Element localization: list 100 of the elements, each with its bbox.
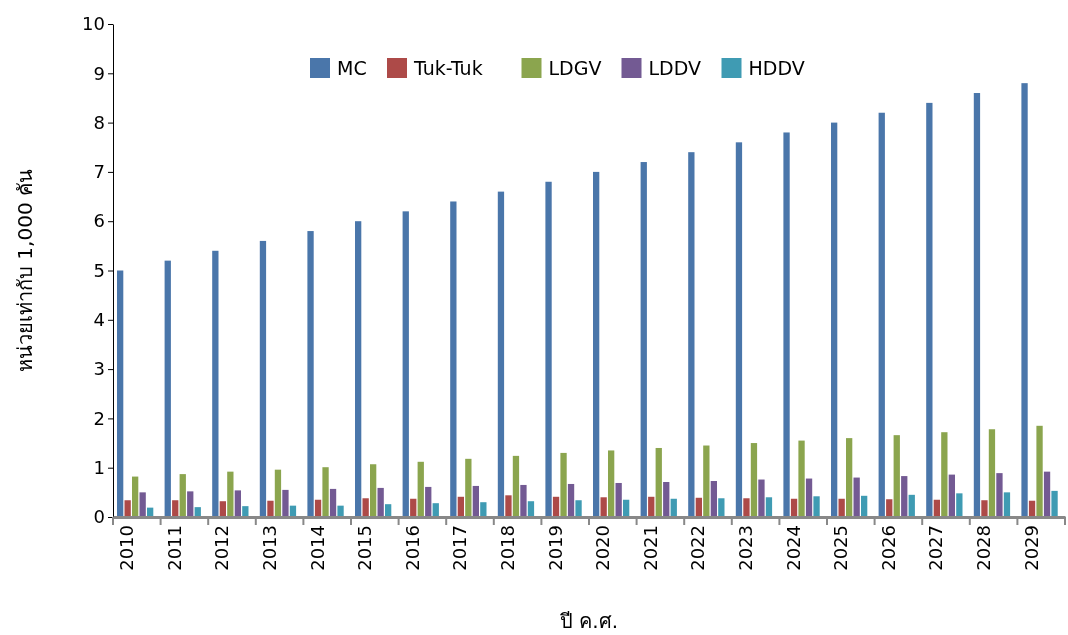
bar <box>813 496 820 517</box>
bar <box>600 497 607 517</box>
bar <box>164 260 171 517</box>
y-tick-label: 7 <box>93 161 105 183</box>
bar <box>783 132 790 517</box>
bar <box>718 498 725 517</box>
bar <box>370 464 377 517</box>
bar <box>267 500 274 517</box>
bar <box>805 478 813 517</box>
bar <box>274 469 282 517</box>
bar <box>886 499 893 517</box>
bar <box>212 250 219 517</box>
bar <box>234 490 241 517</box>
bar <box>593 171 600 517</box>
bar <box>124 500 131 517</box>
y-tick-label: 5 <box>93 259 105 281</box>
bar <box>219 501 226 517</box>
bar <box>1003 492 1011 517</box>
legend-label: LDDV <box>648 57 702 79</box>
x-tick-label: 2010 <box>116 525 138 571</box>
bar <box>417 461 424 517</box>
bar <box>861 495 868 517</box>
x-tick-label: 2017 <box>449 525 471 571</box>
bar <box>132 476 139 517</box>
x-tick-label: 2015 <box>354 525 376 571</box>
x-tick-label: 2012 <box>211 525 233 571</box>
bar <box>139 492 146 517</box>
bar <box>901 476 908 517</box>
bar <box>893 435 900 517</box>
bar <box>402 211 409 517</box>
bar <box>688 152 695 517</box>
bar <box>996 473 1003 517</box>
y-tick-label: 3 <box>93 358 105 380</box>
bar <box>560 452 567 517</box>
bar <box>512 455 520 517</box>
y-tick-label: 9 <box>93 62 105 84</box>
bar <box>307 231 314 517</box>
bar <box>575 500 582 517</box>
bar <box>846 438 853 517</box>
bar <box>187 491 194 517</box>
x-tick-label: 2026 <box>877 525 899 571</box>
x-tick-label: 2025 <box>830 525 852 571</box>
bar <box>337 505 344 517</box>
bar <box>117 270 124 517</box>
bar <box>172 500 179 517</box>
x-tick-label: 2021 <box>639 525 661 571</box>
y-tick-label: 6 <box>93 210 105 232</box>
x-tick-label: 2022 <box>687 525 709 571</box>
bar <box>450 201 457 517</box>
bar <box>259 240 267 517</box>
bar <box>926 102 933 517</box>
bar <box>362 498 369 517</box>
x-tick-label: 2019 <box>544 525 566 571</box>
y-tick-label: 1 <box>93 456 105 478</box>
bar <box>552 496 560 517</box>
bar <box>948 474 955 517</box>
bar <box>329 488 337 517</box>
bar <box>798 440 805 517</box>
x-tick-label: 2013 <box>259 525 280 571</box>
x-axis-title: ปี ค.ศ. <box>559 609 619 633</box>
bar <box>242 506 249 517</box>
x-tick-label: 2018 <box>497 525 518 571</box>
x-tick-label: 2014 <box>306 525 328 571</box>
bar <box>663 482 670 517</box>
bar <box>831 122 838 517</box>
legend-label: LDGV <box>548 57 602 79</box>
bar <box>750 443 758 517</box>
legend-label: MC <box>337 57 367 79</box>
bar <box>465 458 472 517</box>
bar <box>179 474 186 517</box>
bar <box>655 447 662 517</box>
bar <box>480 502 487 517</box>
bar <box>648 496 655 517</box>
bar <box>710 481 717 517</box>
bar <box>527 501 535 517</box>
x-tick-label: 2011 <box>163 525 185 571</box>
bar <box>981 500 988 517</box>
bar <box>640 162 647 517</box>
legend-label: HDDV <box>748 57 805 79</box>
bar <box>1043 471 1051 517</box>
y-tick-label: 4 <box>93 309 105 331</box>
bar <box>457 496 464 517</box>
bar <box>545 181 552 517</box>
bar <box>608 450 615 517</box>
bar <box>520 484 527 517</box>
bar <box>941 432 948 517</box>
bar <box>988 429 996 517</box>
bar <box>735 142 743 517</box>
x-tick-label: 2029 <box>1020 525 1042 571</box>
bar <box>227 471 234 517</box>
bar <box>1036 425 1043 517</box>
bar <box>973 93 981 517</box>
y-tick-label: 2 <box>93 407 105 429</box>
bar <box>425 486 432 517</box>
bar <box>472 485 479 517</box>
x-tick-label: 2016 <box>401 525 423 571</box>
bar <box>282 489 289 517</box>
x-tick-label: 2024 <box>782 525 804 571</box>
bar <box>505 495 512 517</box>
y-tick-label: 10 <box>82 13 105 35</box>
